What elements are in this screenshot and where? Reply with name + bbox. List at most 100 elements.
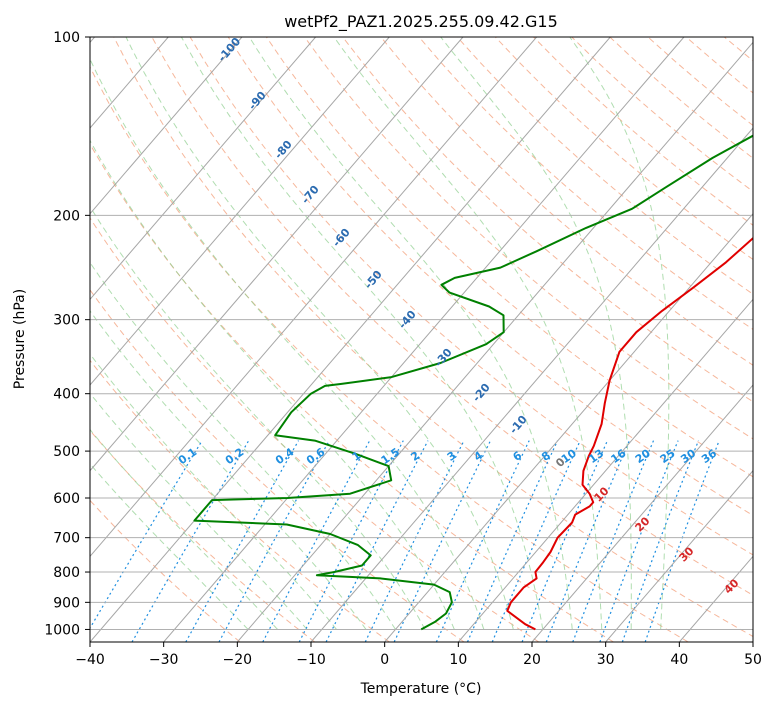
- y-axis: 100 200 300 400 500 600 700 800 900 1000: [44, 30, 90, 638]
- mixing-ratio-line: [644, 440, 720, 642]
- moist-adiabat: [90, 57, 485, 630]
- mixing-ratio-line: [393, 440, 492, 642]
- x-tick-label: 10: [449, 652, 467, 668]
- isotherm: [531, 384, 753, 642]
- pressure-grid: [90, 37, 753, 630]
- isotherm-label: -90: [246, 89, 269, 113]
- dry-adiabat: [227, 37, 753, 516]
- moist-adiabat: [90, 428, 278, 630]
- isotherm-label: -30: [432, 346, 455, 370]
- isotherm-label: -50: [362, 268, 385, 292]
- isotherm: [90, 37, 464, 472]
- y-tick-label: 900: [53, 595, 80, 611]
- y-tick-label: 300: [53, 313, 80, 329]
- dry-adiabat: [571, 37, 753, 193]
- dry-adiabat: [265, 37, 753, 478]
- moist-adiabat: [90, 463, 249, 630]
- moist-adiabat: [569, 37, 670, 630]
- moist-adiabat: [90, 205, 426, 630]
- y-tick-label: 1000: [44, 622, 80, 638]
- dry-adiabat: [189, 37, 753, 556]
- isotherm: [90, 37, 390, 386]
- x-tick-label: 30: [597, 652, 615, 668]
- dry-adiabat: [90, 288, 465, 642]
- y-tick-label: 700: [53, 531, 80, 547]
- mixing-ratio-line: [364, 440, 465, 642]
- moist-adiabat: [333, 37, 603, 630]
- temperature-line: [506, 236, 753, 631]
- x-axis: −40 −30 −20 −10 0 10 20 30 40 50: [75, 642, 762, 668]
- y-tick-label: 800: [53, 565, 80, 581]
- mixing-ratio-line: [466, 440, 559, 642]
- moist-adiabat: [90, 139, 455, 630]
- isotherm-label: -80: [272, 138, 295, 162]
- background-lines: [90, 37, 753, 642]
- mixing-ratio-label: 20: [633, 446, 653, 466]
- moist-adiabat: [90, 310, 367, 630]
- x-tick-label: 40: [670, 652, 688, 668]
- isotherm-label: -40: [396, 308, 419, 332]
- isotherm: [605, 469, 753, 642]
- isotherm: [90, 37, 243, 215]
- dry-adiabat: [456, 37, 753, 295]
- dry-adiabat: [380, 37, 753, 366]
- isotherm-label: -70: [299, 183, 322, 207]
- y-axis-label: Pressure (hPa): [12, 289, 28, 389]
- mixing-ratio-line: [325, 440, 429, 642]
- dry-adiabat: [418, 37, 753, 330]
- dry-adiabat: [304, 37, 753, 440]
- mixing-ratio-line: [572, 440, 655, 642]
- chart-title: wetPf2_PAZ1.2025.255.09.42.G15: [284, 12, 558, 32]
- dry-adiabat: [533, 37, 753, 226]
- moist-adiabat: [248, 37, 573, 630]
- mixing-ratio-line: [599, 440, 679, 642]
- dry-adiabat: [342, 37, 753, 403]
- mixing-ratio-label: 0.4: [273, 445, 297, 467]
- dry-adiabat: [90, 217, 540, 642]
- isotherm: [90, 37, 538, 558]
- isotherm-label: -20: [470, 381, 493, 405]
- mixing-ratio-line: [545, 440, 630, 642]
- moist-adiabat: [440, 37, 632, 630]
- isotherm: [236, 41, 753, 642]
- moist-adiabat-label: 30: [677, 544, 697, 564]
- dry-adiabat: [90, 143, 614, 642]
- mixing-ratio-line: [491, 440, 581, 642]
- plot-frame: [89, 36, 754, 643]
- y-tick-label: 100: [53, 30, 80, 46]
- y-tick-label: 500: [53, 444, 80, 460]
- moist-adiabat: [90, 261, 396, 630]
- dewpoint-line: [193, 134, 753, 631]
- x-axis-label: Temperature (°C): [360, 681, 482, 697]
- dry-adiabat: [647, 37, 753, 127]
- x-tick-label: −30: [149, 652, 179, 668]
- isotherm-label: -10: [507, 413, 530, 437]
- moist-adiabat-label: 20: [633, 514, 653, 534]
- dry-adiabat: [494, 37, 753, 261]
- dry-adiabat: [113, 37, 753, 638]
- y-tick-label: 200: [53, 208, 80, 224]
- dry-adiabat: [685, 37, 753, 94]
- mixing-ratio-label: 13: [586, 447, 606, 466]
- dry-adiabat: [723, 37, 753, 62]
- dry-adiabat: [90, 429, 316, 642]
- moist-adiabat-label: 40: [722, 576, 742, 596]
- dry-adiabat: [90, 359, 390, 642]
- y-tick-label: 600: [53, 491, 80, 507]
- mixing-ratio-line: [218, 440, 330, 642]
- isotherm: [752, 641, 753, 642]
- x-tick-label: −40: [75, 652, 105, 668]
- mixing-ratio-line: [621, 440, 700, 642]
- x-tick-label: −10: [296, 652, 326, 668]
- mixing-ratio-line: [262, 440, 371, 642]
- moist-adiabat: [90, 392, 308, 630]
- mixing-ratio-line: [90, 440, 203, 630]
- isotherm: [310, 127, 753, 642]
- x-tick-label: 20: [523, 652, 541, 668]
- profiles: [193, 134, 753, 631]
- moist-adiabat: [180, 37, 544, 630]
- dry-adiabat: [90, 499, 241, 642]
- x-tick-label: −20: [223, 652, 253, 668]
